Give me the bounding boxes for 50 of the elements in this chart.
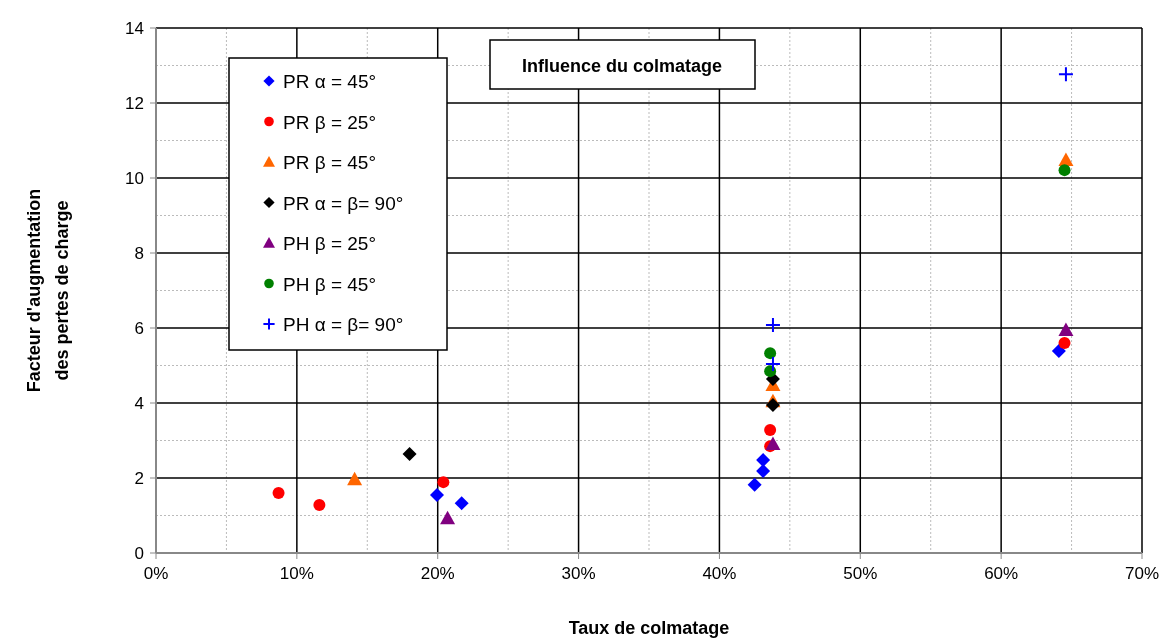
point [454,496,469,511]
y-tick-label: 10 [125,169,144,188]
point [756,453,771,467]
x-tick-label: 70% [1124,564,1159,583]
point [747,477,762,492]
point [313,499,326,511]
legend-label: PR β = 45° [283,152,376,173]
point [272,487,285,499]
point [402,447,417,461]
x-tick-label: 0% [143,564,169,583]
legend-label: PH β = 45° [283,273,376,295]
point [1058,322,1074,336]
y-tick-label: 2 [134,469,144,488]
y-tick-label: 12 [125,94,144,113]
x-tick-label: 40% [702,564,737,583]
x-tick-label: 50% [843,564,878,583]
point [1057,66,1074,83]
x-tick-label: 20% [420,564,455,583]
x-tick-label: 60% [984,564,1019,583]
point [764,347,777,360]
x-tick-label: 30% [561,564,596,583]
point [440,510,456,525]
y-tick-label: 8 [134,244,144,263]
point [756,463,771,478]
point [765,397,780,412]
point [764,365,777,378]
y-tick-label: 14 [125,19,144,38]
point [1058,337,1071,349]
point [764,356,781,372]
point [1058,164,1071,177]
point [1051,343,1066,358]
y-tick-label: 0 [134,544,144,563]
point [764,424,777,436]
point [764,317,781,333]
point [437,476,450,489]
y-axis-title: Facteur d'augmentation des pertes de charge [24,188,72,393]
legend-label: PH β = 25° [283,233,376,254]
point [765,436,781,450]
text: Influence du colmatage [521,56,723,76]
x-tick-label: 10% [279,564,314,583]
x-axis-title: Taux de colmatage [568,618,730,638]
y-tick-label: 6 [134,319,144,338]
point [347,471,363,486]
point [430,487,445,502]
legend-label: PR α = β= 90° [283,192,404,214]
point [1058,152,1074,166]
y-tick-label: 4 [134,394,144,413]
legend-label: PR β = 25° [283,111,376,133]
legend-label: PH α = β= 90° [283,314,404,335]
legend-label: PR α = 45° [283,71,377,92]
